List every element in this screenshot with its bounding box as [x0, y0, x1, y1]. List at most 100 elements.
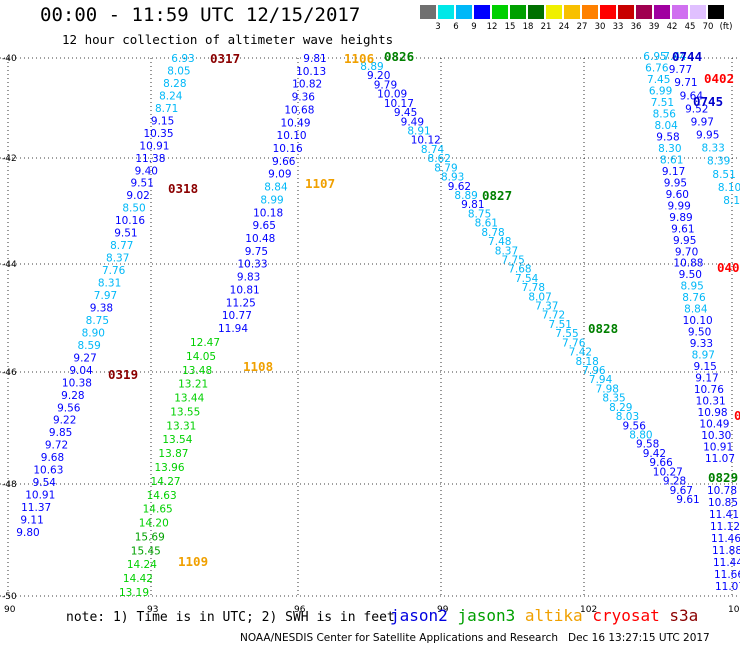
swh-value: 9.58	[636, 439, 659, 451]
swh-value: 10.09	[377, 89, 407, 101]
scale-swatch	[474, 5, 490, 19]
swh-value: 8.93	[441, 172, 464, 184]
swh-value: 9.17	[662, 166, 685, 178]
swh-value: 10.48	[245, 233, 275, 245]
swh-value: 7.72	[542, 310, 565, 322]
swh-value: 8.18	[575, 356, 598, 368]
swh-value: 9.77	[669, 64, 692, 76]
swh-value: 8.77	[110, 240, 133, 252]
credit-line: NOAA/NESDIS Center for Satellite Applica…	[240, 632, 710, 644]
swh-value: 8.75	[468, 208, 491, 220]
scale-label: 36	[630, 22, 642, 32]
swh-value: 9.04	[69, 365, 93, 377]
swh-value: 8.51	[712, 169, 735, 181]
swh-value: 9.60	[666, 189, 689, 201]
swh-value: 9.80	[16, 527, 39, 539]
legend-s3a: s3a	[669, 606, 699, 625]
lon-label: 93	[147, 605, 158, 615]
swh-value: 6.99	[649, 85, 672, 97]
lon-label: 90	[4, 605, 16, 615]
satellite-tracks: 6.938.058.288.248.719.1510.3510.9111.389…	[16, 51, 740, 599]
pass-time-label: 0317	[210, 51, 240, 66]
swh-value: 9.49	[401, 116, 424, 128]
axis-labels: -40 -42 -44 -46 -48 -50 90 93 96 99 102 105	[2, 54, 740, 615]
scale-swatch	[438, 5, 454, 19]
lat-label: -46	[2, 368, 17, 378]
swh-value: 9.50	[679, 269, 702, 281]
swh-value: 8.07	[528, 291, 551, 303]
swh-value: 8.59	[77, 340, 100, 352]
track-jason2: 9.8110.1310.829.3610.6810.4910.1010.169.…	[218, 53, 327, 335]
scale-label: 15	[504, 22, 516, 32]
swh-value: 10.76	[694, 384, 724, 396]
swh-value: 7.76	[562, 337, 586, 349]
legend-jason2: jason2	[390, 606, 458, 625]
swh-value: 11.94	[218, 323, 248, 335]
swh-value: 10.78	[707, 485, 737, 497]
swh-value: 7.68	[508, 264, 531, 276]
swh-value: 10.17	[384, 98, 414, 110]
swh-value: 13.44	[174, 393, 204, 405]
swh-value: 9.40	[135, 165, 158, 177]
swh-value: 7.76	[102, 265, 126, 277]
scale-swatch	[672, 5, 688, 19]
swh-value: 10.82	[292, 79, 322, 91]
legend-jason3: jason3	[457, 606, 525, 625]
scale-label: 21	[540, 22, 552, 32]
swh-value: 8.61	[660, 154, 683, 166]
swh-value: 8.84	[684, 304, 708, 316]
swh-value: 9.61	[676, 494, 699, 506]
swh-value: 12.47	[190, 337, 220, 349]
swh-value: 8.03	[616, 411, 639, 423]
swh-value: 8.76	[682, 292, 706, 304]
swh-value: 13.31	[166, 420, 196, 432]
swh-value: 8.50	[122, 203, 145, 215]
swh-value: 9.42	[643, 448, 666, 460]
swh-value: 8.75	[86, 315, 109, 327]
legend-altika: altika	[524, 606, 593, 625]
swh-value: 7.78	[522, 282, 545, 294]
swh-value: 9.52	[685, 103, 708, 115]
swh-value: 7.42	[569, 347, 592, 359]
swh-value: 11.12	[710, 521, 740, 533]
scale-label: 12	[486, 22, 498, 32]
swh-value: 8.84	[264, 182, 288, 194]
swh-value: 9.20	[367, 70, 390, 82]
units-note: note: 1) Time is in UTC; 2) SWH is in fe…	[66, 610, 395, 625]
scale-swatch	[690, 5, 706, 19]
swh-value: 8.95	[680, 281, 703, 293]
grid-lines	[0, 57, 740, 598]
swh-value: 11.07	[715, 581, 740, 593]
scale-label: 24	[558, 22, 570, 32]
track-jason2: 10.7810.8511.4111.1211.4611.8811.4411.66…	[707, 485, 740, 593]
swh-value: 9.79	[374, 79, 397, 91]
scale-swatch	[708, 5, 724, 19]
swh-value: 8.28	[163, 78, 186, 90]
pass-time-label: 0319	[108, 367, 138, 382]
swh-value: 9.66	[649, 457, 673, 469]
swh-value: 7.94	[589, 374, 613, 386]
swh-value: 11.07	[705, 453, 735, 465]
swh-value: 10.10	[277, 130, 307, 142]
swh-value: 9.38	[90, 302, 113, 314]
lat-label: -50	[2, 592, 17, 602]
pass-time-label: 0404	[734, 408, 740, 423]
swh-value: 9.99	[667, 200, 690, 212]
swh-value: 8.39	[707, 156, 730, 168]
pass-time-label: 1109	[178, 554, 208, 569]
swh-value: 10.49	[280, 117, 310, 129]
scale-swatch	[492, 5, 508, 19]
swh-value: 10.38	[62, 377, 92, 389]
page-title: 00:00 - 11:59 UTC 12/15/2017	[40, 4, 361, 26]
swh-value: 9.70	[675, 246, 698, 258]
swh-value: 14.42	[123, 573, 153, 585]
swh-value: 14.20	[139, 518, 169, 530]
lat-label: -44	[2, 260, 17, 270]
swh-value: 10.30	[701, 430, 731, 442]
lat-label: -48	[2, 480, 17, 490]
swh-value: 10.63	[33, 465, 63, 477]
track-jason2: 6.956.767.456.997.518.568.049.588.308.61…	[643, 51, 735, 465]
swh-value: 9.56	[57, 402, 81, 414]
